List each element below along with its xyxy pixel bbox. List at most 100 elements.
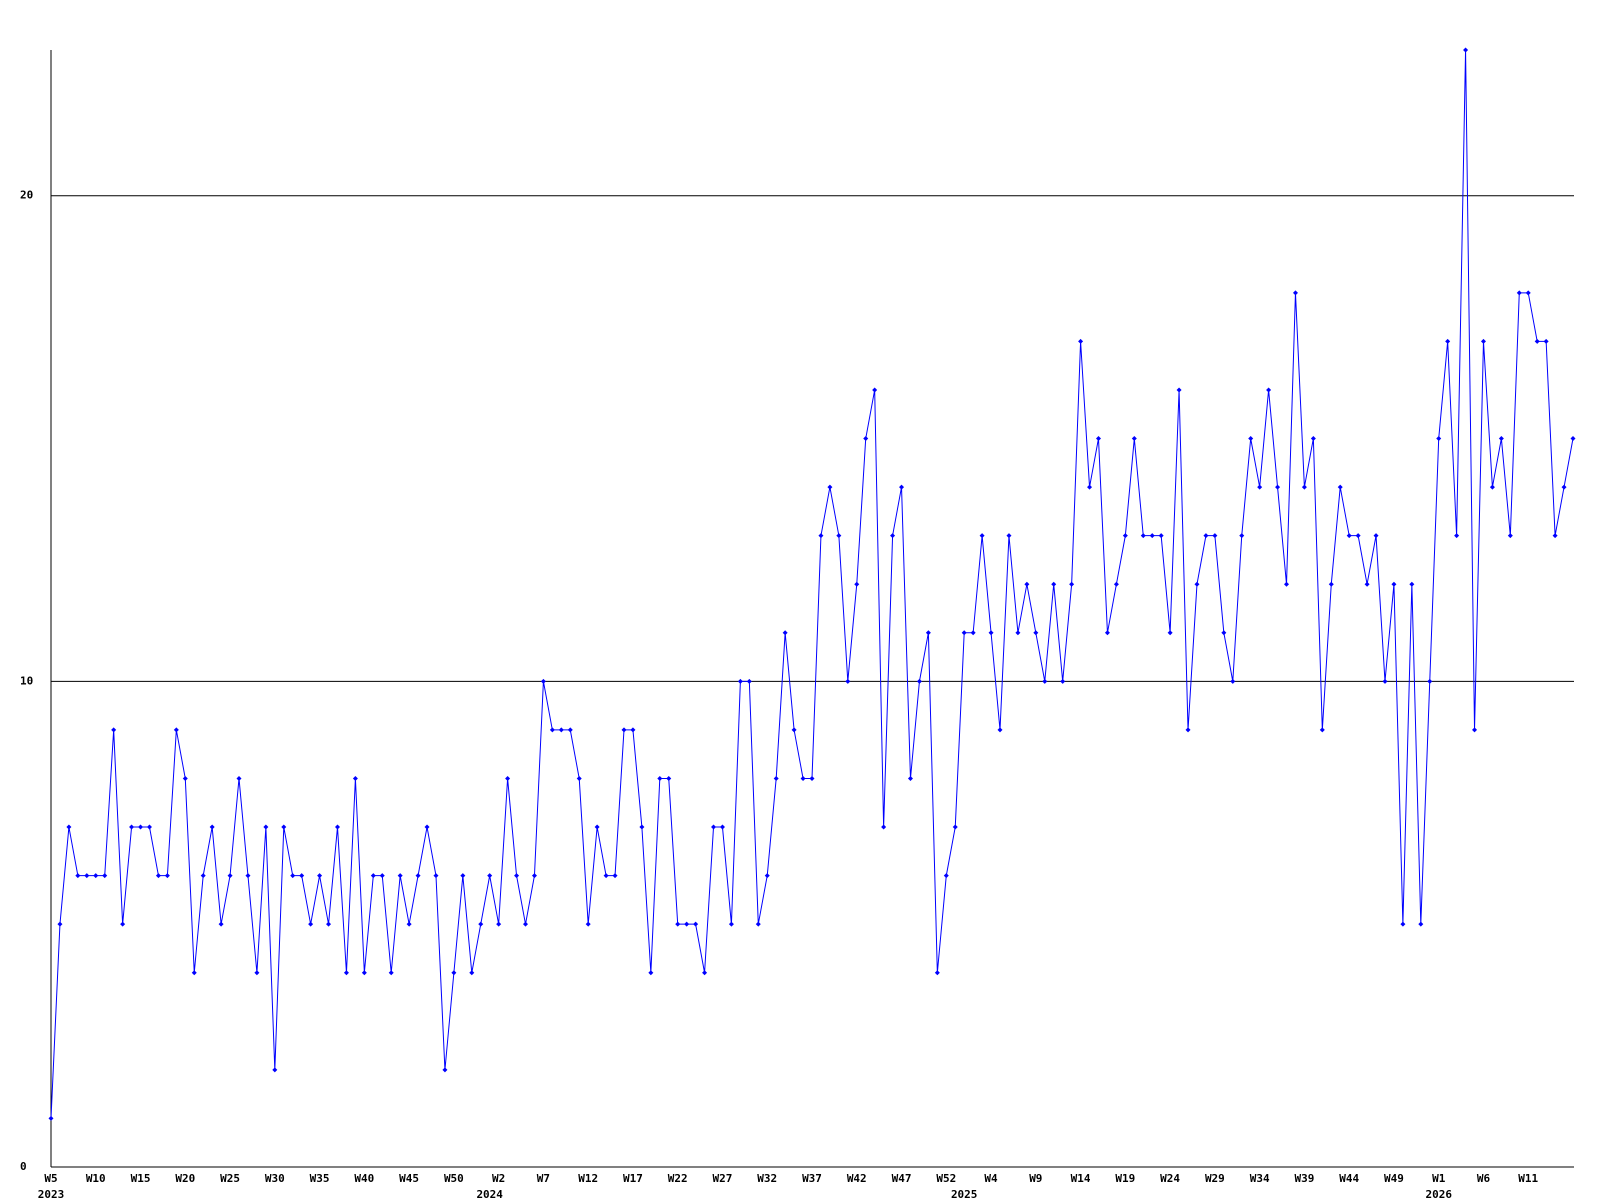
point-marker bbox=[1006, 533, 1012, 539]
point-marker bbox=[925, 630, 931, 636]
point-marker bbox=[899, 484, 905, 490]
point-marker bbox=[469, 970, 475, 976]
point-marker bbox=[1301, 484, 1307, 490]
point-marker bbox=[1024, 581, 1030, 587]
point-marker bbox=[317, 873, 323, 879]
point-marker bbox=[675, 921, 681, 927]
point-marker bbox=[818, 533, 824, 539]
point-marker bbox=[254, 970, 260, 976]
point-marker bbox=[1292, 290, 1298, 296]
year-label: 2023 bbox=[38, 1188, 65, 1200]
point-marker bbox=[442, 1067, 448, 1073]
point-marker bbox=[460, 873, 466, 879]
point-marker bbox=[943, 873, 949, 879]
point-marker bbox=[1409, 581, 1415, 587]
point-marker bbox=[1489, 484, 1495, 490]
point-marker bbox=[1203, 533, 1209, 539]
point-marker bbox=[138, 824, 144, 830]
point-marker bbox=[155, 873, 161, 879]
x-tick-label: W35 bbox=[310, 1172, 330, 1185]
x-tick-label: W6 bbox=[1477, 1172, 1491, 1185]
point-marker bbox=[1445, 338, 1451, 344]
point-marker bbox=[755, 921, 761, 927]
x-tick-label: W39 bbox=[1294, 1172, 1314, 1185]
point-marker bbox=[630, 727, 636, 733]
point-marker bbox=[711, 824, 717, 830]
point-marker bbox=[845, 678, 851, 684]
x-tick-label: W27 bbox=[713, 1172, 733, 1185]
point-marker bbox=[1561, 484, 1567, 490]
point-marker bbox=[1364, 581, 1370, 587]
point-marker bbox=[1051, 581, 1057, 587]
point-marker bbox=[1310, 436, 1316, 442]
x-tick-label: W29 bbox=[1205, 1172, 1225, 1185]
point-marker bbox=[1463, 47, 1469, 53]
point-marker bbox=[719, 824, 725, 830]
point-marker bbox=[1069, 581, 1075, 587]
point-marker bbox=[93, 873, 99, 879]
point-marker bbox=[881, 824, 887, 830]
point-marker bbox=[1480, 338, 1486, 344]
point-marker bbox=[1122, 533, 1128, 539]
point-marker bbox=[1534, 338, 1540, 344]
point-marker bbox=[388, 970, 394, 976]
x-tick-label: W2 bbox=[492, 1172, 505, 1185]
point-marker bbox=[1472, 727, 1478, 733]
point-marker bbox=[1391, 581, 1397, 587]
point-marker bbox=[48, 1115, 54, 1121]
point-marker bbox=[505, 775, 511, 781]
point-marker bbox=[57, 921, 63, 927]
point-marker bbox=[1328, 581, 1334, 587]
x-tick-label: W10 bbox=[86, 1172, 106, 1185]
point-marker bbox=[728, 921, 734, 927]
point-marker bbox=[487, 873, 493, 879]
point-marker bbox=[1436, 436, 1442, 442]
point-marker bbox=[1543, 338, 1549, 344]
y-tick-label: 0 bbox=[20, 1160, 27, 1173]
x-tick-label: W15 bbox=[131, 1172, 151, 1185]
point-marker bbox=[970, 630, 976, 636]
point-marker bbox=[585, 921, 591, 927]
x-tick-label: W44 bbox=[1339, 1172, 1359, 1185]
point-marker bbox=[1552, 533, 1558, 539]
point-marker bbox=[621, 727, 627, 733]
x-tick-label: W5 bbox=[44, 1172, 57, 1185]
point-marker bbox=[540, 678, 546, 684]
point-marker bbox=[433, 873, 439, 879]
point-marker bbox=[612, 873, 618, 879]
point-marker bbox=[1507, 533, 1513, 539]
point-marker bbox=[997, 727, 1003, 733]
point-marker bbox=[1149, 533, 1155, 539]
point-marker bbox=[173, 727, 179, 733]
point-marker bbox=[1221, 630, 1227, 636]
point-marker bbox=[523, 921, 529, 927]
point-marker bbox=[129, 824, 135, 830]
x-tick-label: W42 bbox=[847, 1172, 867, 1185]
point-marker bbox=[1266, 387, 1272, 393]
point-marker bbox=[496, 921, 502, 927]
point-marker bbox=[1337, 484, 1343, 490]
point-marker bbox=[227, 873, 233, 879]
point-marker bbox=[764, 873, 770, 879]
point-marker bbox=[558, 727, 564, 733]
point-marker bbox=[84, 873, 90, 879]
x-tick-label: W4 bbox=[984, 1172, 998, 1185]
point-marker bbox=[1284, 581, 1290, 587]
x-tick-label: W11 bbox=[1518, 1172, 1538, 1185]
point-marker bbox=[146, 824, 152, 830]
series-line bbox=[50, 49, 1574, 1119]
point-marker bbox=[370, 873, 376, 879]
x-tick-label: W14 bbox=[1071, 1172, 1091, 1185]
point-marker bbox=[182, 775, 188, 781]
point-marker bbox=[952, 824, 958, 830]
x-tick-label: W30 bbox=[265, 1172, 285, 1185]
point-marker bbox=[1275, 484, 1281, 490]
x-tick-label: W19 bbox=[1115, 1172, 1135, 1185]
point-marker bbox=[1427, 678, 1433, 684]
point-marker bbox=[120, 921, 126, 927]
x-tick-label: W20 bbox=[175, 1172, 195, 1185]
x-tick-label: W24 bbox=[1160, 1172, 1180, 1185]
point-marker bbox=[111, 727, 117, 733]
point-marker bbox=[299, 873, 305, 879]
